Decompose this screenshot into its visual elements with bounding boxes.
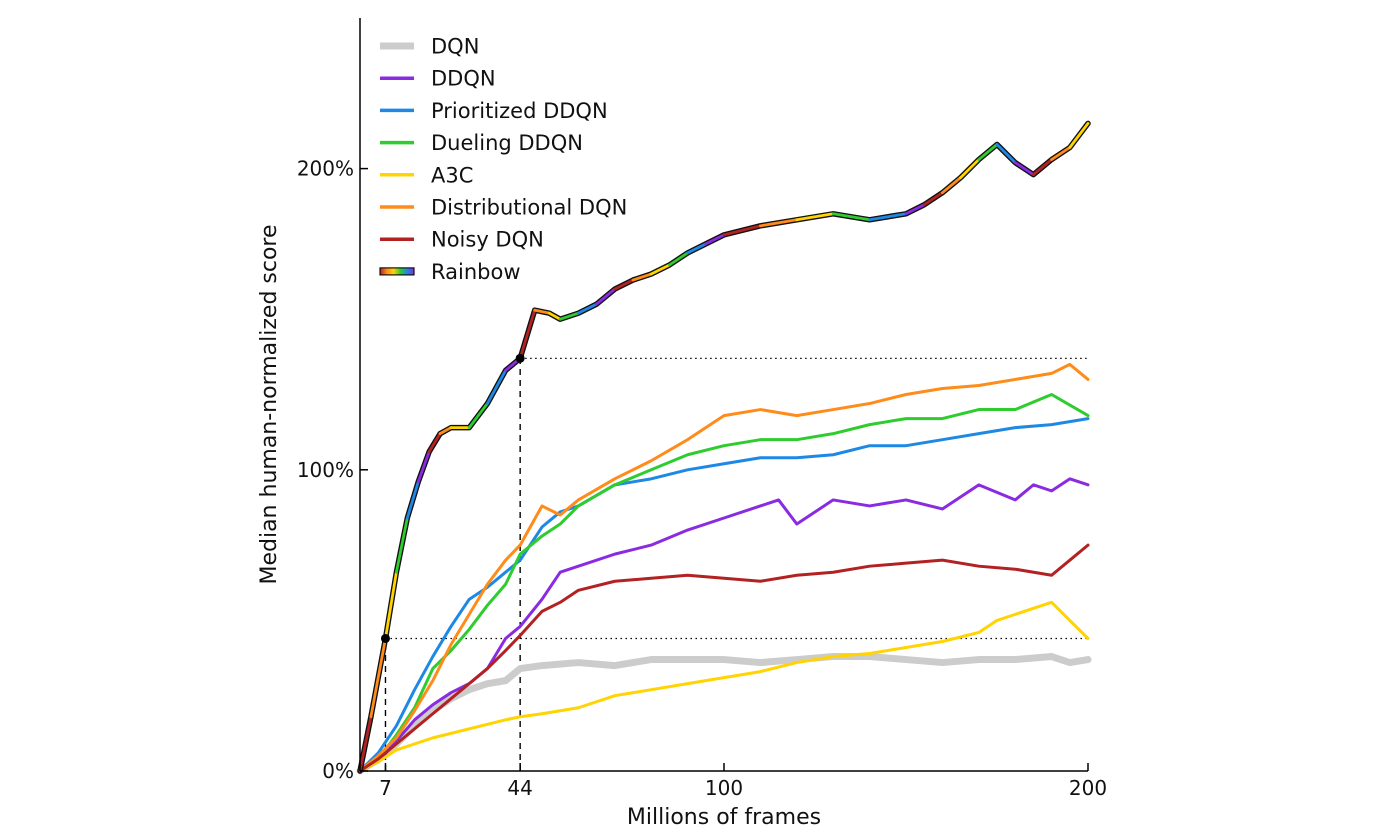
y-ticks: 0% 100% 200% [297, 157, 368, 783]
axes: 7 44 100 200 0%100%200% Millions of frames … [257, 18, 1107, 830]
series-line-segment [595, 287, 617, 306]
series-line-segment [558, 311, 580, 321]
series-line-segment [547, 311, 562, 321]
series-line-segment [868, 212, 908, 222]
series-line-segment [1068, 122, 1090, 149]
series-line-segment [649, 263, 671, 276]
series-line-segment [394, 516, 409, 574]
series-line [358, 477, 1090, 773]
legend-label: DQN [431, 35, 479, 59]
series-line [356, 653, 1092, 775]
series-line-segment [704, 233, 726, 246]
legend-label: Prioritized DDQN [431, 99, 608, 123]
legend: DQN DDQN Prioritized DDQN Dueling DDQN A3C Di… [379, 35, 627, 284]
series-line-segment [722, 224, 762, 237]
series-line-segment [438, 426, 453, 436]
legend-label: DDQN [431, 67, 496, 91]
series-line-segment [668, 251, 689, 267]
series-line-segment [384, 570, 398, 640]
series-line-segment [1032, 158, 1053, 177]
series-line-segment [941, 176, 962, 195]
series-line [358, 417, 1090, 773]
x-ticks: 7 44 100 200 [379, 763, 1107, 800]
x-tick-label: 44 [507, 776, 532, 800]
series-line-segment [485, 369, 508, 405]
legend-label: Distributional DQN [431, 196, 627, 220]
series-line-segment [369, 637, 387, 719]
reference-points [380, 353, 525, 643]
y-tick-label: 200% [297, 157, 354, 181]
series-line-segment [922, 191, 944, 207]
x-axis-label: Millions of frames [627, 805, 821, 830]
legend-label: Rainbow [431, 260, 521, 284]
series-line-segment [358, 715, 373, 773]
series-line-segment [686, 242, 708, 255]
series-lines [356, 120, 1092, 775]
series-line-segment [405, 480, 420, 520]
legend-label: A3C [431, 163, 473, 187]
x-tick-label: 7 [379, 776, 392, 800]
series-line-segment [577, 302, 598, 315]
series-line-segment [427, 432, 442, 454]
series-line-segment [795, 212, 835, 222]
reference-point [380, 633, 390, 643]
series-line-segment [995, 143, 1017, 164]
series-line [358, 600, 1090, 773]
series-line-segment [977, 143, 999, 161]
series-line [358, 393, 1090, 773]
legend-label: Noisy DQN [431, 228, 544, 252]
legend-swatch [379, 267, 415, 276]
x-tick-label: 100 [705, 776, 743, 800]
y-tick-label: 100% [297, 458, 354, 482]
series-line-segment [904, 203, 926, 216]
series-line-segment [467, 402, 489, 430]
series-line-segment [1050, 146, 1072, 161]
series-line-segment [533, 308, 551, 315]
series-line [358, 362, 1090, 773]
series-line-segment [1013, 161, 1035, 177]
series-line-segment [613, 278, 635, 291]
series-line-segment [831, 212, 871, 222]
y-axis-label: Median human-normalized score [257, 224, 282, 584]
series-line-segment [759, 218, 799, 228]
y-tick-label: 0% [322, 759, 354, 783]
reference-point [515, 353, 525, 363]
series-line [358, 543, 1090, 773]
reference-lines [384, 357, 1088, 771]
series-line-segment [959, 158, 981, 180]
series-line-segment [518, 308, 537, 360]
series-line-segment [416, 450, 431, 484]
x-tick-label: 200 [1069, 776, 1107, 800]
series-line-segment [631, 272, 653, 282]
legend-label: Dueling DDQN [431, 131, 583, 155]
